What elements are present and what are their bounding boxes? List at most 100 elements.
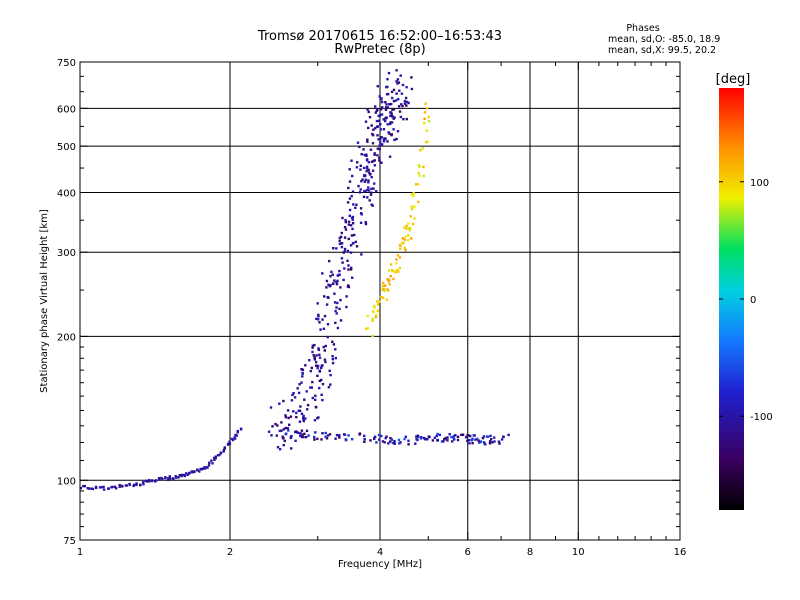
data-point — [313, 438, 316, 441]
data-point — [397, 270, 400, 273]
data-point — [286, 409, 290, 412]
data-point — [402, 118, 405, 121]
data-point — [351, 438, 354, 441]
data-point — [82, 484, 85, 488]
data-point — [369, 439, 372, 442]
data-point — [320, 366, 323, 370]
data-point — [276, 424, 279, 427]
data-point — [489, 434, 492, 438]
data-point — [377, 138, 380, 141]
data-point — [121, 485, 124, 488]
data-point — [355, 166, 359, 169]
data-point — [371, 169, 375, 172]
data-point — [341, 261, 344, 264]
data-point — [296, 387, 299, 390]
data-point — [327, 386, 331, 389]
data-point — [200, 468, 204, 471]
data-point — [107, 487, 111, 490]
data-point — [302, 414, 305, 418]
data-point — [453, 438, 456, 441]
data-point — [139, 483, 142, 487]
data-point — [391, 96, 394, 100]
data-point — [367, 181, 370, 184]
data-point — [482, 441, 486, 444]
data-point — [384, 119, 387, 123]
data-point — [102, 485, 105, 489]
data-point — [299, 405, 302, 408]
data-point — [360, 213, 363, 216]
data-point — [440, 440, 444, 443]
data-point — [336, 274, 339, 277]
data-point — [318, 370, 321, 373]
data-point — [366, 138, 369, 141]
data-point — [354, 206, 357, 209]
data-point — [448, 433, 451, 436]
data-point — [396, 130, 400, 133]
data-point — [113, 485, 117, 488]
data-point — [317, 348, 321, 352]
data-point — [321, 272, 324, 275]
data-point — [348, 208, 352, 212]
data-point — [359, 221, 363, 224]
data-point — [405, 86, 408, 89]
data-point — [318, 386, 321, 390]
data-point — [374, 190, 378, 193]
data-point — [282, 443, 285, 447]
data-point — [208, 461, 211, 464]
data-point — [325, 437, 329, 440]
data-point — [311, 344, 315, 347]
data-point — [310, 366, 313, 370]
data-point — [392, 99, 396, 103]
data-point — [401, 237, 404, 240]
data-point — [416, 434, 419, 437]
data-point — [298, 420, 302, 423]
data-point — [379, 123, 382, 126]
data-point — [423, 117, 426, 121]
data-point — [419, 149, 422, 152]
data-point — [311, 350, 314, 354]
data-point — [338, 273, 341, 277]
data-point — [355, 203, 358, 206]
data-point — [355, 245, 359, 248]
data-point — [324, 360, 327, 364]
data-point — [166, 477, 170, 480]
data-point — [301, 368, 305, 371]
data-point — [351, 241, 355, 245]
data-point — [507, 433, 510, 437]
y-tick-label: 300 — [57, 248, 76, 259]
data-point — [393, 138, 396, 142]
data-point — [315, 354, 318, 357]
data-point — [285, 432, 288, 435]
data-point — [365, 153, 368, 156]
data-point — [282, 399, 285, 403]
axis-ticks: 1 2 4 6 8 10 16 75 100 200 300 400 500 600 750 — [57, 58, 686, 558]
data-point — [477, 439, 480, 442]
data-point — [356, 141, 360, 144]
data-point — [373, 153, 376, 156]
data-point — [350, 159, 353, 162]
data-point — [367, 110, 370, 114]
data-point — [396, 254, 400, 257]
data-point — [422, 165, 425, 169]
data-point — [281, 435, 284, 438]
data-point — [145, 480, 149, 483]
data-point — [334, 309, 337, 313]
data-point — [314, 398, 317, 401]
data-point — [433, 436, 436, 439]
data-point — [317, 347, 320, 350]
data-point — [184, 472, 188, 475]
data-point — [342, 251, 345, 254]
data-point — [386, 106, 389, 109]
y-tick-label: 100 — [57, 476, 76, 487]
data-point — [338, 236, 341, 240]
data-point — [316, 302, 319, 305]
data-point — [407, 238, 410, 242]
data-point — [321, 382, 325, 386]
data-point — [378, 147, 381, 151]
data-point — [410, 237, 413, 240]
data-point — [323, 295, 326, 298]
data-point — [289, 415, 293, 418]
data-point — [413, 217, 416, 220]
data-point — [395, 262, 398, 265]
data-point — [423, 122, 426, 125]
